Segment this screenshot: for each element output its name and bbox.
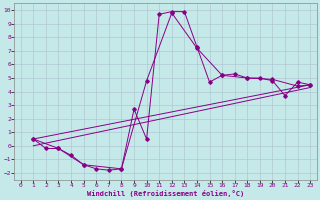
X-axis label: Windchill (Refroidissement éolien,°C): Windchill (Refroidissement éolien,°C) bbox=[87, 190, 244, 197]
